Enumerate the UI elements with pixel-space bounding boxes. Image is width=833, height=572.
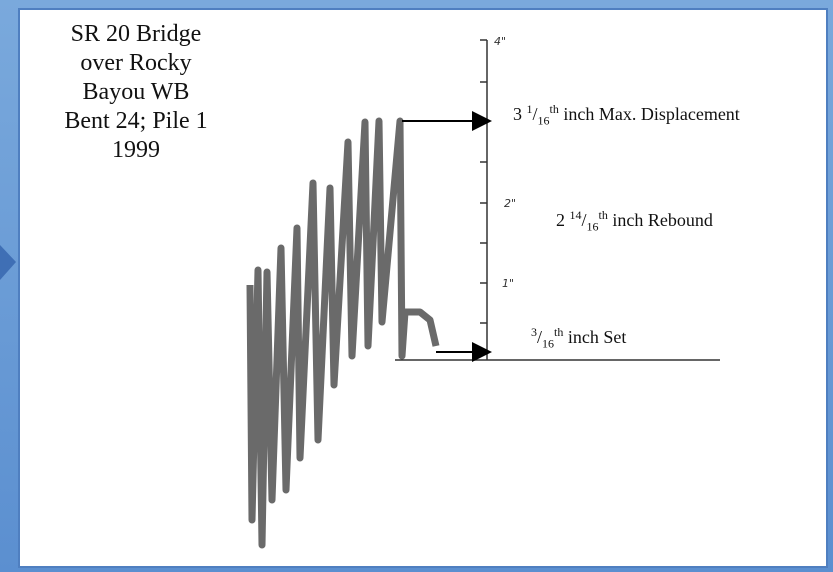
- panel: [18, 8, 828, 568]
- caption-line: SR 20 Bridge: [70, 21, 202, 47]
- numerator: 14: [569, 208, 582, 222]
- annotation: 2 14/16th inch Rebound: [556, 208, 713, 235]
- denominator: 16: [542, 336, 555, 351]
- denominator: 16: [537, 113, 550, 128]
- nav-arrow: [0, 245, 16, 280]
- suffix: th: [554, 325, 564, 339]
- suffix: th: [598, 208, 608, 222]
- numerator: 1: [526, 102, 533, 116]
- suffix: th: [549, 102, 559, 116]
- lead: 2: [556, 210, 570, 230]
- denominator: 16: [586, 219, 599, 234]
- scale-label: 4": [494, 35, 506, 48]
- annotation: 3 1/16th inch Max. Displacement: [513, 102, 740, 129]
- caption-line: Bent 24; Pile 1: [64, 108, 208, 134]
- caption-line: over Rocky: [80, 50, 192, 76]
- scale-label: 1": [502, 277, 514, 290]
- text: inch Set: [563, 327, 627, 347]
- text: inch Max. Displacement: [558, 104, 740, 124]
- scale-ticks: [480, 39, 487, 324]
- annotation: 3/16th inch Set: [531, 325, 626, 352]
- slash: /: [537, 327, 543, 347]
- numerator: 3: [531, 325, 537, 339]
- slash: /: [532, 104, 538, 124]
- text: inch Rebound: [607, 210, 713, 230]
- caption-line: 1999: [112, 137, 160, 163]
- caption-line: Bayou WB: [82, 79, 190, 105]
- slash: /: [581, 210, 587, 230]
- lead: 3: [513, 104, 527, 124]
- trace: [246, 117, 440, 549]
- caption: SR 20 Bridge over Rocky Bayou WB Bent 24…: [20, 20, 252, 165]
- scale-label: 2": [504, 197, 516, 210]
